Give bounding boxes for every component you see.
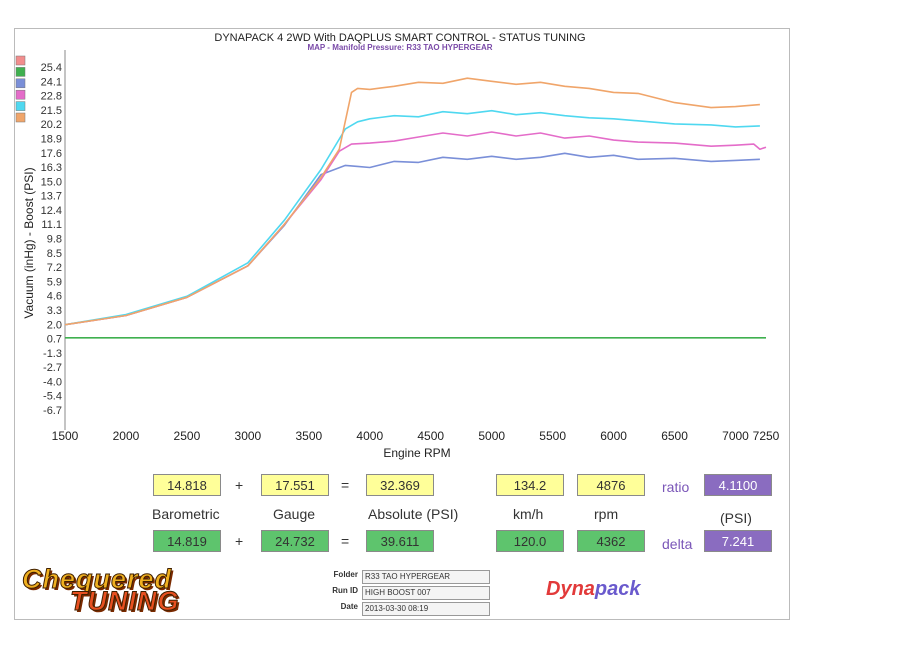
y-tick-label: 17.6 [41, 148, 62, 160]
x-tick-label: 3500 [295, 429, 322, 443]
y-tick-label: 3.3 [47, 305, 62, 317]
kmh-value-bottom: 120.0 [496, 530, 564, 552]
gauge-label: Gauge [273, 506, 316, 522]
y-axis-label: Vacuum (inHg) - Boost (PSI) [22, 167, 36, 318]
series-line [64, 109, 760, 326]
gauge-value-top: 17.551 [261, 474, 329, 496]
y-tick-label: -4.0 [43, 376, 62, 388]
y-tick-labels: 25.4 24.1 22.8 21.5 20.2 18.9 17.6 16.3 15.0 13.7… [41, 62, 62, 417]
brand-part-a: Dyna [546, 578, 595, 600]
date-label: Date [340, 602, 358, 611]
y-tick-label: -6.7 [43, 405, 62, 417]
plus-sign-bottom: + [235, 533, 244, 549]
psi-label: (PSI) [720, 510, 752, 526]
y-tick-label: 13.7 [41, 191, 62, 203]
x-tick-label: 6000 [600, 429, 627, 443]
barometric-value-top: 14.818 [153, 474, 221, 496]
logo-line-1: Chequered [21, 564, 173, 594]
x-tick-label: 1500 [52, 429, 79, 443]
equals-sign-top: = [341, 477, 350, 493]
x-tick-label: 2500 [174, 429, 201, 443]
x-tick-label: 2000 [113, 429, 140, 443]
logo-line-2: TUNING [70, 586, 180, 616]
absolute-label: Absolute (PSI) [368, 506, 459, 522]
series-line [64, 152, 760, 326]
y-tick-label: -2.7 [43, 362, 62, 374]
rpm-label: rpm [594, 506, 619, 522]
x-tick-label: 3000 [235, 429, 262, 443]
plus-sign-top: + [235, 477, 244, 493]
y-tick-label: -1.3 [43, 348, 62, 360]
ratio-value: 4.1100 [704, 474, 772, 496]
legend-swatch [15, 67, 26, 77]
y-tick-label: 11.1 [41, 219, 62, 231]
legend-swatch [15, 112, 26, 123]
y-tick-label: 2.0 [47, 319, 62, 331]
series-line [64, 77, 760, 326]
y-tick-label: 9.8 [47, 234, 62, 246]
runid-label: Run ID [332, 586, 358, 595]
folder-value: R33 TAO HYPERGEAR [362, 570, 490, 584]
y-tick-label: 24.1 [41, 76, 62, 88]
y-tick-label: 7.2 [47, 262, 62, 274]
y-tick-label: 12.4 [41, 205, 62, 217]
legend-swatch [15, 78, 26, 89]
legend-swatch [15, 101, 26, 111]
brand-part-b: pack [594, 578, 641, 600]
y-tick-label: -5.4 [43, 391, 62, 403]
x-axis-label: Engine RPM [383, 446, 450, 460]
runid-value: HIGH BOOST 007 [362, 586, 490, 600]
x-tick-label: 5000 [478, 429, 505, 443]
chart-title: DYNAPACK 4 2WD With DAQPLUS SMART CONTRO… [214, 32, 585, 44]
date-value: 2013-03-30 08:19 [362, 602, 490, 616]
legend-swatch [15, 55, 26, 66]
series-line [64, 131, 767, 326]
dynapack-logo: Dynapack [546, 578, 641, 601]
absolute-value-bottom: 39.611 [366, 530, 434, 552]
ratio-label: ratio [662, 479, 690, 495]
x-tick-labels: 1500 2000 2500 3000 3500 4000 4500 5000 5500 6000… [52, 429, 780, 443]
x-tick-label: 5500 [539, 429, 566, 443]
legend [15, 55, 26, 123]
y-tick-label: 18.9 [41, 133, 62, 145]
y-tick-label: 4.6 [47, 291, 62, 303]
kmh-value-top: 134.2 [496, 474, 564, 496]
delta-label: delta [662, 536, 693, 552]
x-tick-label: 6500 [661, 429, 688, 443]
y-tick-label: 21.5 [41, 105, 62, 117]
x-tick-label: 7250 [753, 429, 780, 443]
barometric-label: Barometric [152, 506, 220, 522]
x-tick-label: 4500 [417, 429, 444, 443]
rpm-value-bottom: 4362 [577, 530, 645, 552]
y-tick-label: 0.7 [47, 334, 62, 346]
report-footer: Chequered TUNING Folder R33 TAO HYPERGEA… [16, 565, 788, 618]
report-frame [14, 28, 790, 620]
folder-label: Folder [333, 570, 358, 579]
y-tick-label: 22.8 [41, 91, 62, 103]
kmh-label: km/h [513, 506, 544, 522]
legend-swatch [15, 89, 26, 100]
equals-sign-bottom: = [341, 533, 350, 549]
y-tick-label: 15.0 [41, 176, 62, 188]
y-tick-label: 8.5 [47, 248, 62, 260]
series-lines [64, 77, 767, 339]
chart-subtitle: MAP - Manifold Pressure: R33 TAO HYPERGE… [307, 43, 492, 52]
boost-chart: DYNAPACK 4 2WD With DAQPLUS SMART CONTRO… [15, 32, 780, 460]
barometric-value-bottom: 14.819 [153, 530, 221, 552]
x-tick-label: 7000 [722, 429, 749, 443]
rpm-value-top: 4876 [577, 474, 645, 496]
y-tick-label: 5.9 [47, 276, 62, 288]
y-tick-label: 25.4 [41, 62, 62, 74]
x-tick-label: 4000 [356, 429, 383, 443]
y-tick-label: 16.3 [41, 162, 62, 174]
absolute-value-top: 32.369 [366, 474, 434, 496]
chequered-tuning-logo: Chequered TUNING [21, 565, 318, 616]
gauge-value-bottom: 24.732 [261, 530, 329, 552]
delta-value: 7.241 [704, 530, 772, 552]
y-tick-label: 20.2 [41, 119, 62, 131]
